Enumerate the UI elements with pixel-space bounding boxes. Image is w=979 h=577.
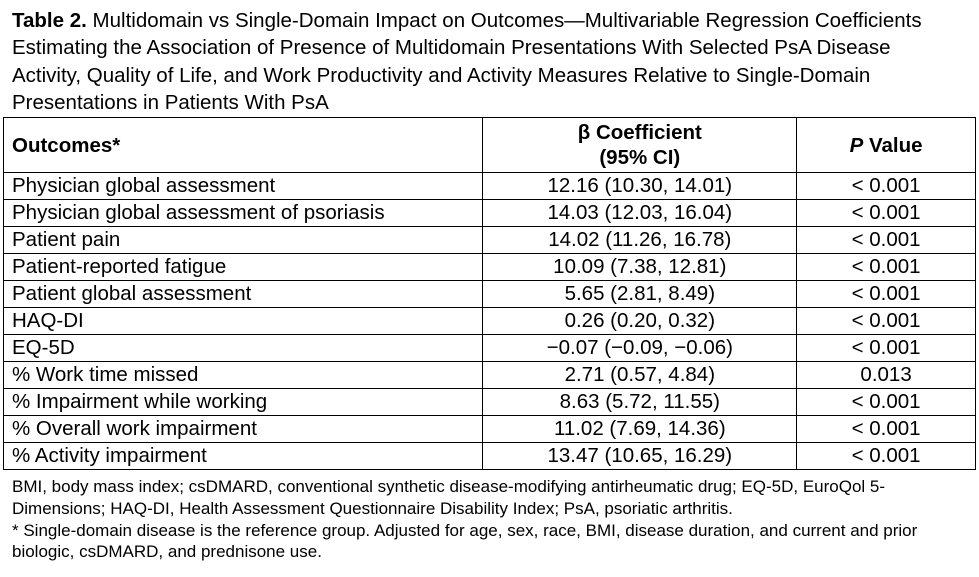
table-row: % Impairment while working 8.63 (5.72, 11… <box>2 388 976 416</box>
table-cell: % Overall work impairment <box>2 415 484 443</box>
table-cell: Patient-reported fatigue <box>2 253 484 281</box>
table-cell: HAQ-DI <box>2 307 484 335</box>
footnotes: BMI, body mass index; csDMARD, conventio… <box>12 476 962 563</box>
table-cell: < 0.001 <box>796 172 976 200</box>
table-row: Physician global assessment 12.16 (10.30,… <box>2 172 976 200</box>
table-row: % Work time missed 2.71 (0.57, 4.84) 0.013 <box>2 361 976 389</box>
table-cell: < 0.001 <box>796 307 976 335</box>
table-cell: < 0.001 <box>796 334 976 362</box>
table-cell: 5.65 (2.81, 8.49) <box>482 280 798 308</box>
column-header: Outcomes* <box>2 117 484 173</box>
footnote: BMI, body mass index; csDMARD, conventio… <box>12 477 886 518</box>
table-body: Physician global assessment 12.16 (10.30,… <box>2 172 976 470</box>
table-cell: 0.013 <box>796 361 976 389</box>
table-cell: 0.26 (0.20, 0.32) <box>482 307 798 335</box>
table-cell: < 0.001 <box>796 226 976 254</box>
table-cell: 12.16 (10.30, 14.01) <box>482 172 798 200</box>
table-cell: Physician global assessment of psoriasis <box>2 199 484 227</box>
table-cell: −0.07 (−0.09, −0.06) <box>482 334 798 362</box>
table-cell: 10.09 (7.38, 12.81) <box>482 253 798 281</box>
header-text: Value <box>868 133 923 157</box>
table-cell: EQ-5D <box>2 334 484 362</box>
table-cell: < 0.001 <box>796 442 976 470</box>
table-cell: % Activity impairment <box>2 442 484 470</box>
table-row: Patient-reported fatigue 10.09 (7.38, 12.… <box>2 253 976 281</box>
table-cell: 2.71 (0.57, 4.84) <box>482 361 798 389</box>
table-cell: < 0.001 <box>796 280 976 308</box>
table-cell: 14.02 (11.26, 16.78) <box>482 226 798 254</box>
header-italic: P <box>849 133 864 157</box>
table-row: HAQ-DI 0.26 (0.20, 0.32) < 0.001 <box>2 307 976 335</box>
table-row: Patient pain 14.02 (11.26, 16.78) < 0.001 <box>2 226 976 254</box>
table-row: Patient global assessment 5.65 (2.81, 8.4… <box>2 280 976 308</box>
table-row: % Overall work impairment 11.02 (7.69, 14… <box>2 415 976 443</box>
table-cell: Physician global assessment <box>2 172 484 200</box>
header-line: β Coefficient <box>577 121 702 144</box>
column-header: β Coefficient (95% CI) <box>482 117 798 173</box>
table-cell: < 0.001 <box>796 415 976 443</box>
column-header: P Value <box>796 117 976 173</box>
table-row: Physician global assessment of psoriasis… <box>2 199 976 227</box>
header-row: Outcomes* β Coefficient (95% CI) P Value <box>2 117 976 173</box>
table-row: % Activity impairment 13.47 (10.65, 16.29… <box>2 442 976 470</box>
table-cell: < 0.001 <box>796 199 976 227</box>
caption-label: Table 2. <box>12 9 87 32</box>
table-cell: < 0.001 <box>796 388 976 416</box>
footnote: * Single-domain disease is the reference… <box>12 520 918 562</box>
header-line: (95% CI) <box>599 146 681 169</box>
table-cell: < 0.001 <box>796 253 976 281</box>
table-cell: 14.03 (12.03, 16.04) <box>482 199 798 227</box>
table-cell: Patient global assessment <box>2 280 484 308</box>
table-cell: 11.02 (7.69, 14.36) <box>482 415 798 443</box>
table-cell: 8.63 (5.72, 11.55) <box>482 388 798 416</box>
table-cell: % Impairment while working <box>2 388 484 416</box>
table-cell: 13.47 (10.65, 16.29) <box>482 442 798 470</box>
table-cell: Patient pain <box>2 226 484 254</box>
table-cell: % Work time missed <box>2 361 484 389</box>
results-table: Outcomes* β Coefficient (95% CI) P Value … <box>2 117 976 470</box>
table-row: EQ-5D −0.07 (−0.09, −0.06) < 0.001 <box>2 334 976 362</box>
caption-text: Multidomain vs Single-Domain Impact on O… <box>12 9 922 115</box>
table-caption: Table 2. Multidomain vs Single-Domain Im… <box>12 7 952 117</box>
